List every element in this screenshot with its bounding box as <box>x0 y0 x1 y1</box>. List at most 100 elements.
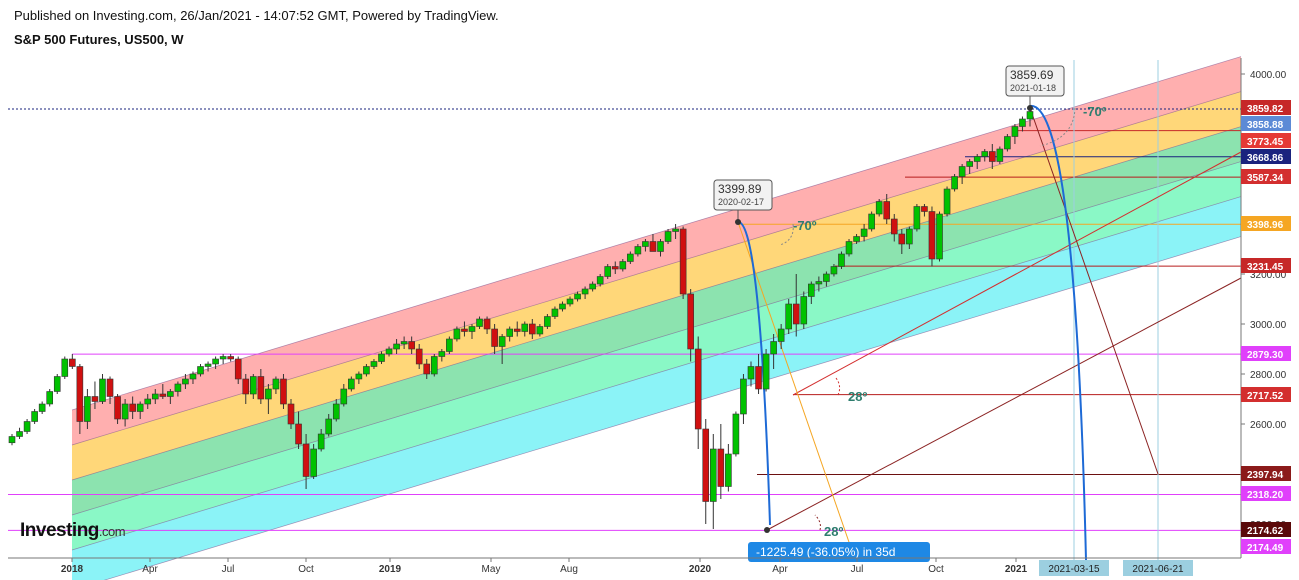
candle-body <box>287 403 295 425</box>
candle-body <box>476 318 483 327</box>
price-label-bg <box>1241 100 1291 115</box>
candle-body <box>709 448 717 502</box>
peak-box <box>1005 65 1065 97</box>
channel-line <box>103 236 1242 580</box>
x-tick-label: Apr <box>142 564 158 575</box>
candle-body <box>988 151 996 162</box>
logo-brand: Investing <box>20 520 99 541</box>
angle-label: 28º <box>824 524 843 539</box>
regression-channel <box>71 56 1242 580</box>
candle-body <box>31 411 38 422</box>
price-label-bg <box>1241 258 1291 273</box>
candle-body <box>536 326 544 335</box>
y-tick-label: 2800.00 <box>1250 370 1287 381</box>
candle-body <box>280 378 287 405</box>
candle-body <box>310 448 317 477</box>
price-label-bg <box>1241 216 1291 231</box>
investing-logo: Investing.com <box>20 520 126 542</box>
arc-28a <box>835 377 841 396</box>
candle-body <box>257 376 265 400</box>
candle-body <box>777 328 785 342</box>
x-tick-label: 2019 <box>379 564 402 575</box>
price-label-bg <box>1241 539 1291 554</box>
channel-line <box>71 161 1242 516</box>
angle-label: 28º <box>848 389 867 404</box>
candle-body <box>302 443 310 477</box>
candle-body <box>687 293 694 350</box>
x-tick-label: Jul <box>222 564 235 575</box>
candle-body <box>378 353 385 362</box>
candle-body <box>762 353 770 390</box>
price-label-bg <box>1241 149 1291 164</box>
candle-body <box>212 358 219 365</box>
candle-body <box>551 308 559 317</box>
candle-body <box>408 341 415 350</box>
candle-body <box>446 338 453 352</box>
channel-line <box>71 56 1242 411</box>
candle-body <box>672 228 679 232</box>
candle-body <box>325 418 333 435</box>
candle-body <box>808 283 815 297</box>
candle-body <box>792 303 800 325</box>
price-axis[interactable]: 4000.003800.003600.003400.003200.003000.… <box>1240 58 1291 558</box>
price-label-bg <box>1241 169 1291 184</box>
price-label-bg <box>1241 346 1291 361</box>
candle-body <box>800 296 808 325</box>
candle-body <box>868 213 875 230</box>
candle-body <box>664 231 672 242</box>
candle-body <box>619 261 627 270</box>
x-tick-label: Aug <box>560 564 578 575</box>
trend-lines <box>737 104 1242 561</box>
candle-body <box>189 373 197 380</box>
band-mint <box>72 161 1241 550</box>
trend-orange <box>737 221 851 546</box>
price-label-bg <box>1241 387 1291 402</box>
candle-body <box>136 403 144 412</box>
candle-body <box>928 211 936 260</box>
candle-body <box>627 253 634 262</box>
candle-body <box>151 393 159 400</box>
candle-body <box>875 201 883 215</box>
price-label-bg <box>1241 133 1291 148</box>
candle-body <box>853 236 860 242</box>
peak-price: 3859.69 <box>1010 68 1054 82</box>
price-label: 3398.96 <box>1247 220 1284 231</box>
peak-dot <box>1027 105 1033 111</box>
candle-body <box>981 151 989 157</box>
time-axis[interactable]: 2018 Apr Jul Oct 2019 May Aug 2020 Apr Jul Oct 2021… <box>8 557 1241 576</box>
candle-body <box>23 421 31 432</box>
price-label: 2174.49 <box>1247 543 1284 554</box>
candle-body <box>16 431 23 437</box>
price-label: 2879.30 <box>1247 350 1284 361</box>
price-label: 2174.62 <box>1247 526 1284 537</box>
low-dot <box>764 527 770 533</box>
candle-body <box>438 351 446 357</box>
candle-body <box>906 228 913 245</box>
candle-body <box>732 413 740 455</box>
price-label: 2318.20 <box>1247 490 1284 501</box>
candle-body <box>182 378 189 385</box>
candle-body <box>860 228 868 237</box>
candle-body <box>348 378 355 390</box>
price-label: 2397.94 <box>1247 470 1284 481</box>
candle-body <box>1019 118 1026 127</box>
candle-body <box>53 376 61 392</box>
candle-body <box>642 241 649 247</box>
candle-body <box>559 303 566 310</box>
chart-title: S&P 500 Futures, US500, W <box>14 32 184 47</box>
candle-body <box>114 396 121 420</box>
x-tick-label: Jul <box>851 564 864 575</box>
candle-body <box>966 161 973 167</box>
candle-body <box>513 328 521 332</box>
candle-body <box>694 348 702 430</box>
candle-body <box>1011 126 1019 137</box>
candle-body <box>574 293 581 300</box>
candle-body <box>461 328 468 332</box>
candle-body <box>393 343 400 350</box>
candle-body <box>468 326 476 332</box>
candle-body <box>830 266 838 275</box>
angle-label: -70º <box>1083 104 1107 119</box>
candle-body <box>121 403 129 420</box>
candle-body <box>958 166 966 177</box>
